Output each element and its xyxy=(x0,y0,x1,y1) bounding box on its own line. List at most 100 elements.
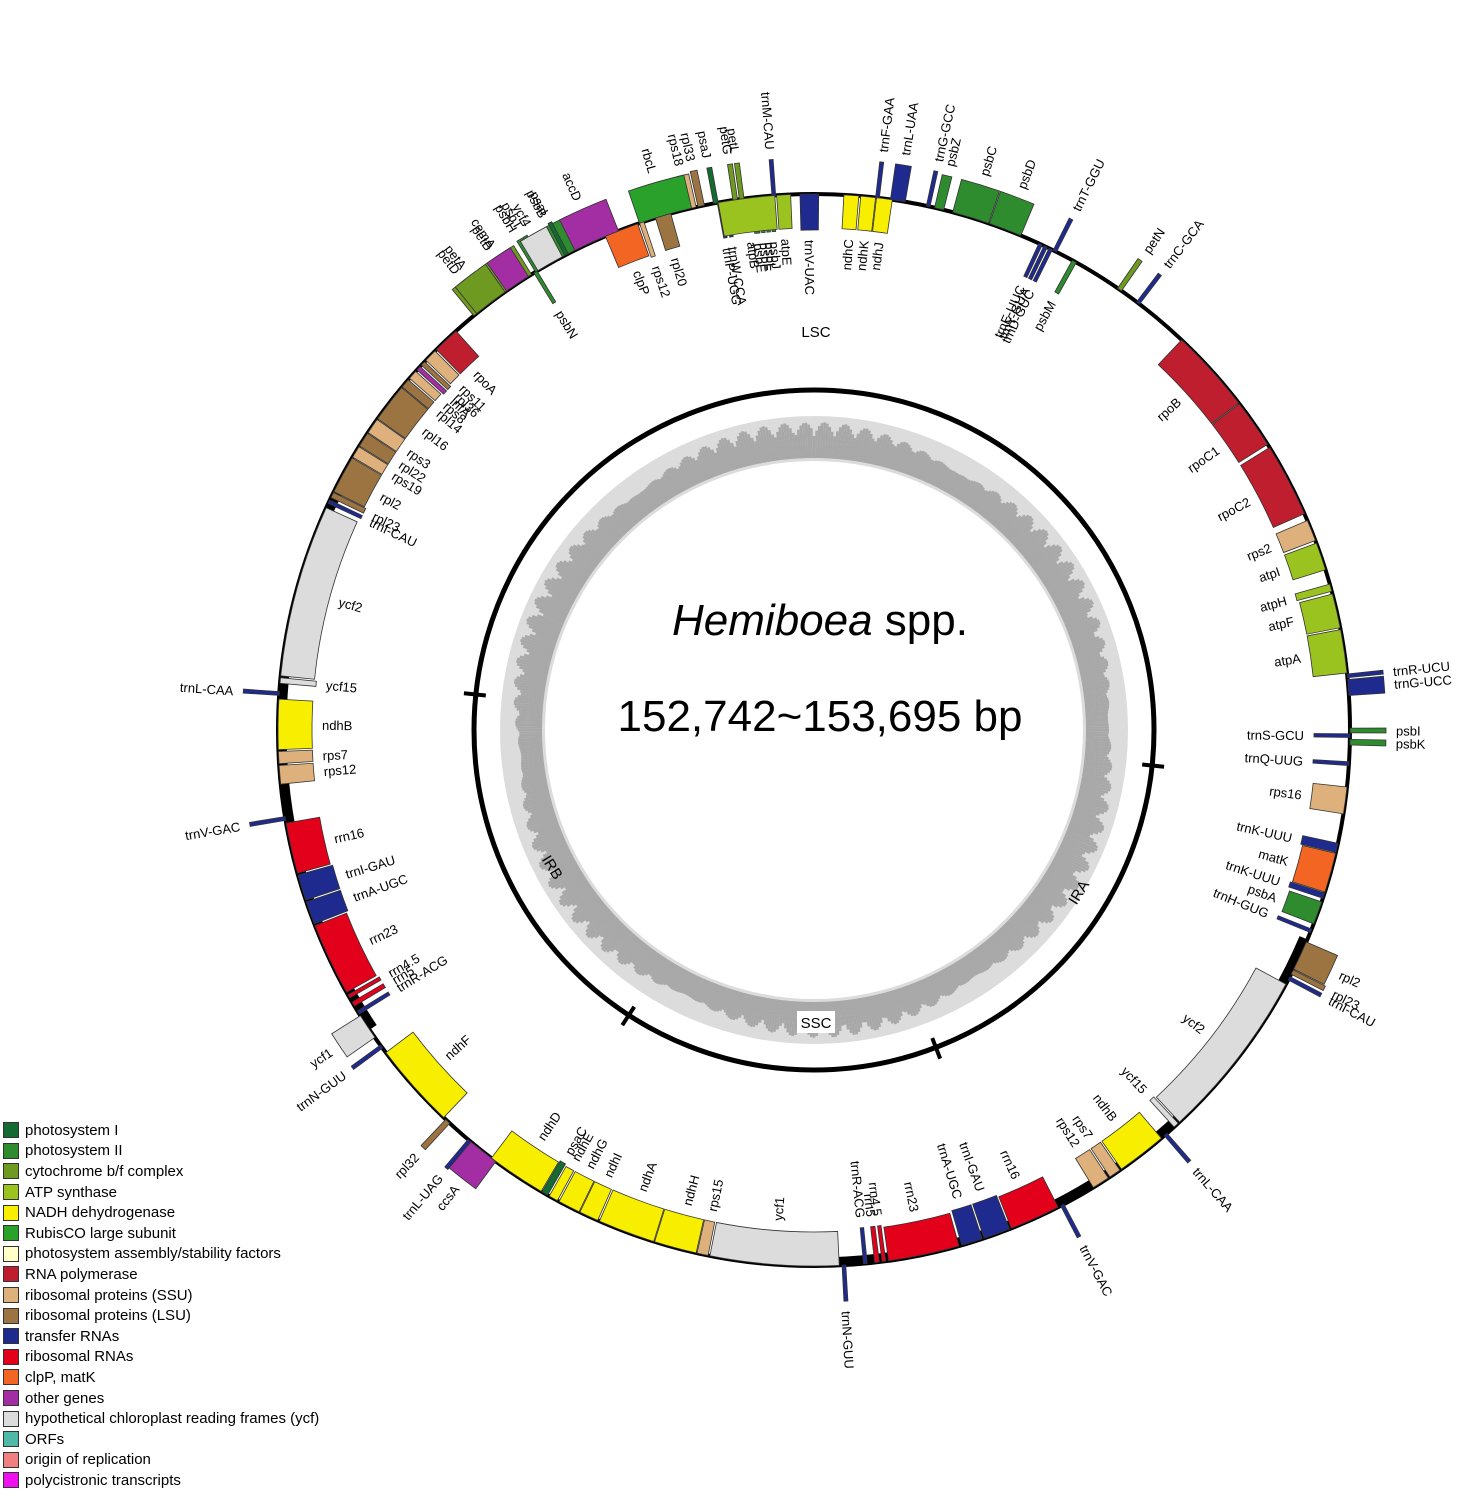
gc-tick xyxy=(692,977,705,1001)
gc-tick xyxy=(526,618,561,634)
gene-petA xyxy=(454,263,506,315)
legend-item: RubisCO large subunit xyxy=(3,1223,319,1244)
gc-tick xyxy=(1043,566,1075,587)
gc-tick xyxy=(944,967,959,989)
gene-rrn23 xyxy=(314,912,377,993)
gc-tick xyxy=(1076,799,1109,811)
gc-tick xyxy=(1085,745,1112,750)
legend-item: photosystem II xyxy=(3,1141,319,1162)
gc-tick xyxy=(753,440,762,464)
gc-tick xyxy=(631,943,648,964)
gc-tick xyxy=(934,972,948,997)
gc-tick xyxy=(571,888,595,907)
gc-tick xyxy=(529,808,555,818)
legend-swatch xyxy=(3,1142,19,1159)
gc-tick xyxy=(726,439,738,470)
gene-label-trnL-UAA: trnL-UAA xyxy=(898,101,921,156)
legend-swatch xyxy=(3,1204,19,1221)
gc-tick xyxy=(647,484,663,506)
gc-tick xyxy=(540,852,573,870)
gc-tick xyxy=(536,614,564,628)
gene-label-accD: accD xyxy=(559,170,585,203)
gc-tick xyxy=(914,981,927,1006)
gene-label-psbC: psbC xyxy=(977,144,1000,177)
gc-tick xyxy=(899,444,911,473)
gene-trnS-GCU xyxy=(1313,733,1351,738)
gc-profile xyxy=(513,422,1113,1038)
gc-tick xyxy=(513,702,544,708)
gc-content-ring xyxy=(471,387,1157,1073)
gc-tick xyxy=(1053,856,1082,874)
gc-tick xyxy=(562,884,592,907)
gc-tick xyxy=(963,956,978,976)
gc-tick xyxy=(515,720,543,725)
gc-tick xyxy=(678,465,692,489)
gc-tick xyxy=(980,492,1000,517)
gc-tick xyxy=(600,921,623,944)
gc-tick xyxy=(526,812,556,825)
gc-tick xyxy=(518,710,543,715)
gc-tick xyxy=(791,432,797,459)
gene-ndhE xyxy=(548,1165,575,1202)
gc-tick xyxy=(546,578,578,598)
gc-tick xyxy=(527,616,562,632)
gc-tick xyxy=(758,997,766,1023)
gc-tick xyxy=(1051,579,1084,600)
gc-tick xyxy=(752,996,762,1028)
gc-tick xyxy=(966,484,984,507)
gc-tick xyxy=(542,843,569,858)
gene-ycf15 xyxy=(279,677,317,687)
gene-label-atpB: atpB xyxy=(744,241,762,269)
gene-psbM xyxy=(1054,259,1077,295)
gc-tick xyxy=(1073,639,1106,652)
gc-tick xyxy=(987,937,1007,960)
gc-tick xyxy=(852,433,860,462)
gc-tick xyxy=(1050,862,1078,880)
gene-label-rps12: rps12 xyxy=(323,761,357,779)
genome-size: 152,742~153,695 bp xyxy=(617,692,1023,741)
gc-tick xyxy=(517,687,545,694)
legend-label: RubisCO large subunit xyxy=(25,1224,176,1242)
gene-rpoC2 xyxy=(1240,447,1305,528)
gc-tick xyxy=(963,481,980,504)
gc-tick xyxy=(526,787,549,796)
gc-tick xyxy=(685,456,701,485)
genome-genus: Hemiboea xyxy=(672,596,873,645)
gc-tick xyxy=(713,985,725,1012)
gc-tick xyxy=(1069,821,1099,835)
gc-tick xyxy=(568,551,595,572)
gene-rps7 xyxy=(1090,1141,1121,1178)
gc-tick xyxy=(526,621,560,636)
gc-tick xyxy=(528,625,559,639)
gc-tick xyxy=(614,931,633,952)
gc-tick xyxy=(866,438,875,464)
gc-tick xyxy=(855,998,863,1028)
gc-tick xyxy=(1079,787,1105,796)
gc-tick xyxy=(1016,909,1040,930)
gc-tick xyxy=(734,446,743,469)
gc-tick xyxy=(772,999,780,1032)
gc-tick xyxy=(545,595,572,610)
gene-label-trnL-CAA: trnL-CAA xyxy=(1190,1165,1237,1215)
gc-tick xyxy=(1085,742,1112,747)
gc-tick xyxy=(765,998,773,1029)
gc-tick xyxy=(591,529,613,549)
gene-label-rpoC2: rpoC2 xyxy=(1215,494,1253,524)
gc-tick xyxy=(995,931,1014,952)
gc-tick xyxy=(1051,860,1074,875)
gc-tick xyxy=(662,473,678,497)
legend-label: photosystem I xyxy=(25,1121,119,1139)
gc-tick xyxy=(679,462,694,488)
gc-tick xyxy=(544,579,577,600)
legend-item: other genes xyxy=(3,1388,319,1409)
gc-tick xyxy=(575,900,604,924)
gc-tick xyxy=(690,976,703,999)
gc-tick xyxy=(1062,837,1096,854)
gc-tick xyxy=(521,764,545,770)
gene-label-trnN-GUU: trnN-GUU xyxy=(839,1311,857,1370)
gc-tick xyxy=(521,778,547,786)
gc-tick xyxy=(965,954,980,975)
gc-tick xyxy=(923,460,936,483)
gc-tick xyxy=(1060,601,1094,619)
gc-tick xyxy=(1030,892,1052,910)
